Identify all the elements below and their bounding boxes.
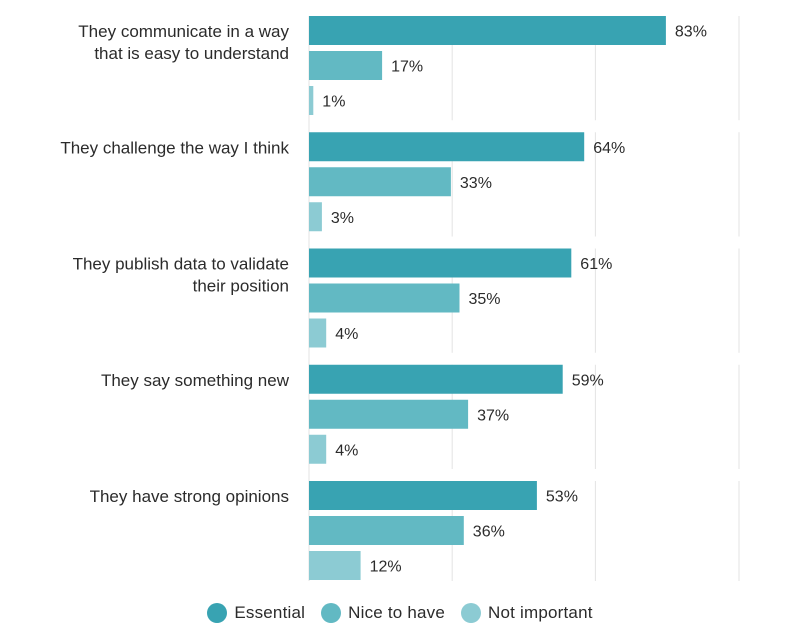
legend-item-nice-to-have: Nice to have [321, 603, 445, 623]
data-label-2-2: 4% [335, 326, 358, 343]
data-label-2-0: 1% [322, 94, 345, 111]
category-label-line: They publish data to validate [73, 255, 289, 274]
data-label-1-3: 37% [477, 407, 509, 424]
legend-label-nice-to-have: Nice to have [348, 603, 446, 622]
data-label-1-0: 17% [391, 59, 423, 76]
legend-item-not-important: Not important [461, 603, 593, 623]
data-label-1-4: 36% [473, 524, 505, 541]
group-gap-4 [310, 469, 800, 481]
category-label-0: They communicate in a way that is easy to… [78, 22, 289, 63]
category-label-3: They say something new [101, 371, 290, 390]
group-gap-3 [310, 352, 800, 365]
data-label-1-2: 35% [469, 291, 501, 308]
bar-1-1 [309, 167, 451, 197]
legend-item-essential: Essential [207, 603, 305, 623]
data-label-1-1: 33% [460, 175, 492, 192]
data-label-0-2: 61% [580, 256, 612, 273]
bar-2-4 [309, 551, 361, 580]
data-label-0-0: 83% [675, 24, 707, 41]
category-label-2: They publish data to validate their posit… [73, 255, 289, 296]
category-label-line: They challenge the way I think [60, 138, 289, 157]
bar-0-1 [309, 132, 585, 162]
legend-swatch-not-important [461, 603, 482, 623]
bar-2-1 [309, 202, 322, 232]
category-label-line: They say something new [101, 371, 290, 390]
legend-label-not-important: Not important [488, 603, 593, 622]
bar-0-4 [309, 481, 537, 510]
bar-1-3 [309, 399, 469, 429]
data-label-0-1: 64% [593, 140, 625, 157]
group-gap-2 [310, 236, 800, 249]
category-label-1: They challenge the way I think [60, 138, 289, 157]
legend-swatch-essential [207, 603, 228, 623]
bar-1-2 [309, 283, 460, 313]
data-label-2-4: 12% [370, 559, 402, 576]
bar-2-2 [309, 318, 327, 348]
category-label-line: their position [193, 277, 289, 296]
bar-1-4 [309, 516, 464, 545]
data-label-2-1: 3% [331, 210, 354, 227]
bar-0-0 [309, 16, 666, 45]
bar-0-2 [309, 248, 572, 278]
bar-2-0 [309, 86, 314, 115]
data-label-0-4: 53% [546, 489, 578, 506]
group-gap-1 [310, 120, 800, 133]
chart-legend: Essential Nice to have Not important [0, 603, 800, 623]
bar-2-3 [309, 434, 327, 464]
category-label-line: They communicate in a way [78, 22, 289, 41]
bar-0-3 [309, 364, 563, 394]
legend-swatch-nice-to-have [321, 603, 342, 623]
bar-1-0 [309, 51, 383, 80]
category-label-line: They have strong opinions [90, 487, 289, 506]
data-label-2-3: 4% [335, 442, 358, 459]
category-label-4: They have strong opinions [90, 487, 289, 506]
category-label-line: that is easy to understand [94, 44, 289, 63]
legend-label-essential: Essential [234, 603, 306, 622]
data-label-0-3: 59% [572, 372, 604, 389]
